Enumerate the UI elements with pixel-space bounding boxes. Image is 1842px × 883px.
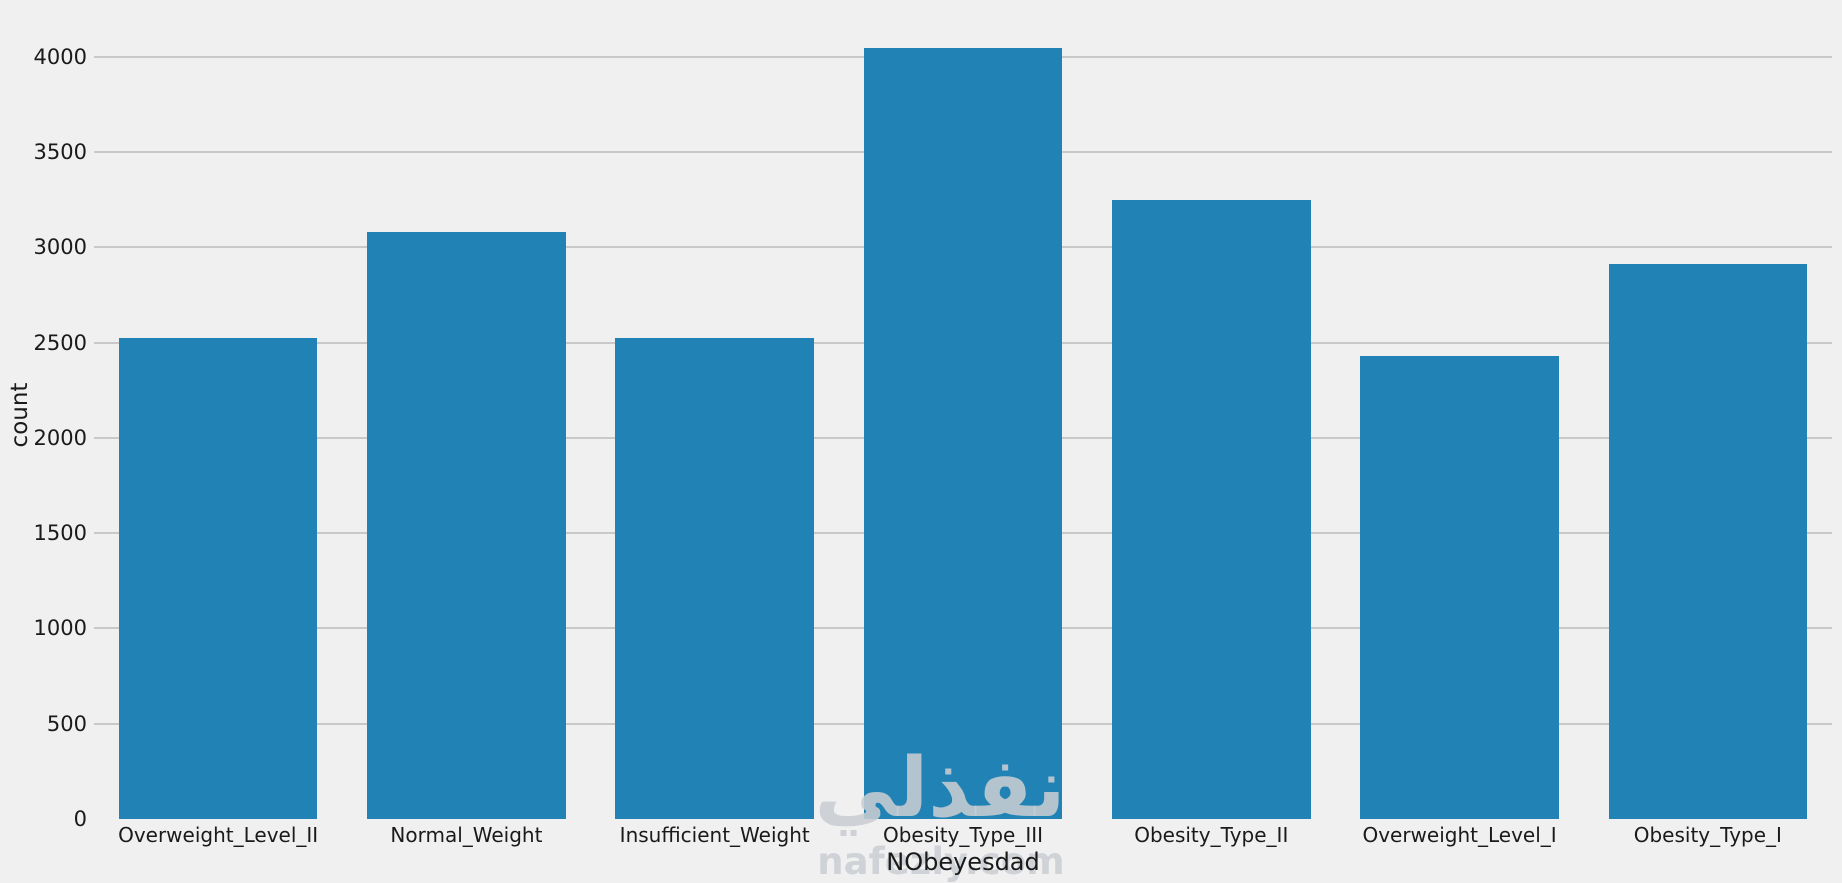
plot-area (94, 9, 1832, 819)
x-tick-label-Insufficient_Weight: Insufficient_Weight (619, 823, 810, 847)
y-axis-label: count (7, 382, 33, 448)
x-tick-label-Normal_Weight: Normal_Weight (390, 823, 543, 847)
y-tick-label-1000: 1000 (33, 616, 87, 641)
y-tick-label-2500: 2500 (33, 330, 87, 355)
y-tick-label-1500: 1500 (33, 521, 87, 546)
y-tick-label-2000: 2000 (33, 425, 87, 450)
y-tick-label-0: 0 (73, 807, 87, 831)
bar-Overweight_Level_II (118, 338, 318, 819)
x-tick-label-Overweight_Level_I: Overweight_Level_I (1362, 823, 1557, 847)
x-tick-label-Overweight_Level_II: Overweight_Level_II (118, 823, 319, 847)
x-axis-label: NObeyesdad (886, 848, 1040, 876)
x-tick-label-Obesity_Type_III: Obesity_Type_III (882, 823, 1044, 847)
x-tick-label-Obesity_Type_II: Obesity_Type_II (1134, 823, 1289, 847)
bar-Overweight_Level_I (1360, 356, 1559, 819)
watermark-logo-arabic: نفذلي (814, 741, 1066, 836)
x-tick-label-Obesity_Type_I: Obesity_Type_I (1633, 823, 1782, 847)
y-tick-label-500: 500 (46, 711, 87, 736)
y-tick-label-3500: 3500 (33, 139, 87, 164)
y-tick-label-4000: 4000 (33, 44, 87, 69)
bar-Obesity_Type_III (863, 47, 1063, 819)
bar-Insufficient_Weight (615, 338, 815, 819)
bar-Obesity_Type_II (1111, 199, 1311, 819)
bar-Obesity_Type_I (1608, 264, 1808, 819)
y-tick-label-3000: 3000 (33, 235, 87, 260)
bar-Normal_Weight (367, 231, 566, 819)
watermark-site-text: nafezly.com (817, 840, 1065, 883)
